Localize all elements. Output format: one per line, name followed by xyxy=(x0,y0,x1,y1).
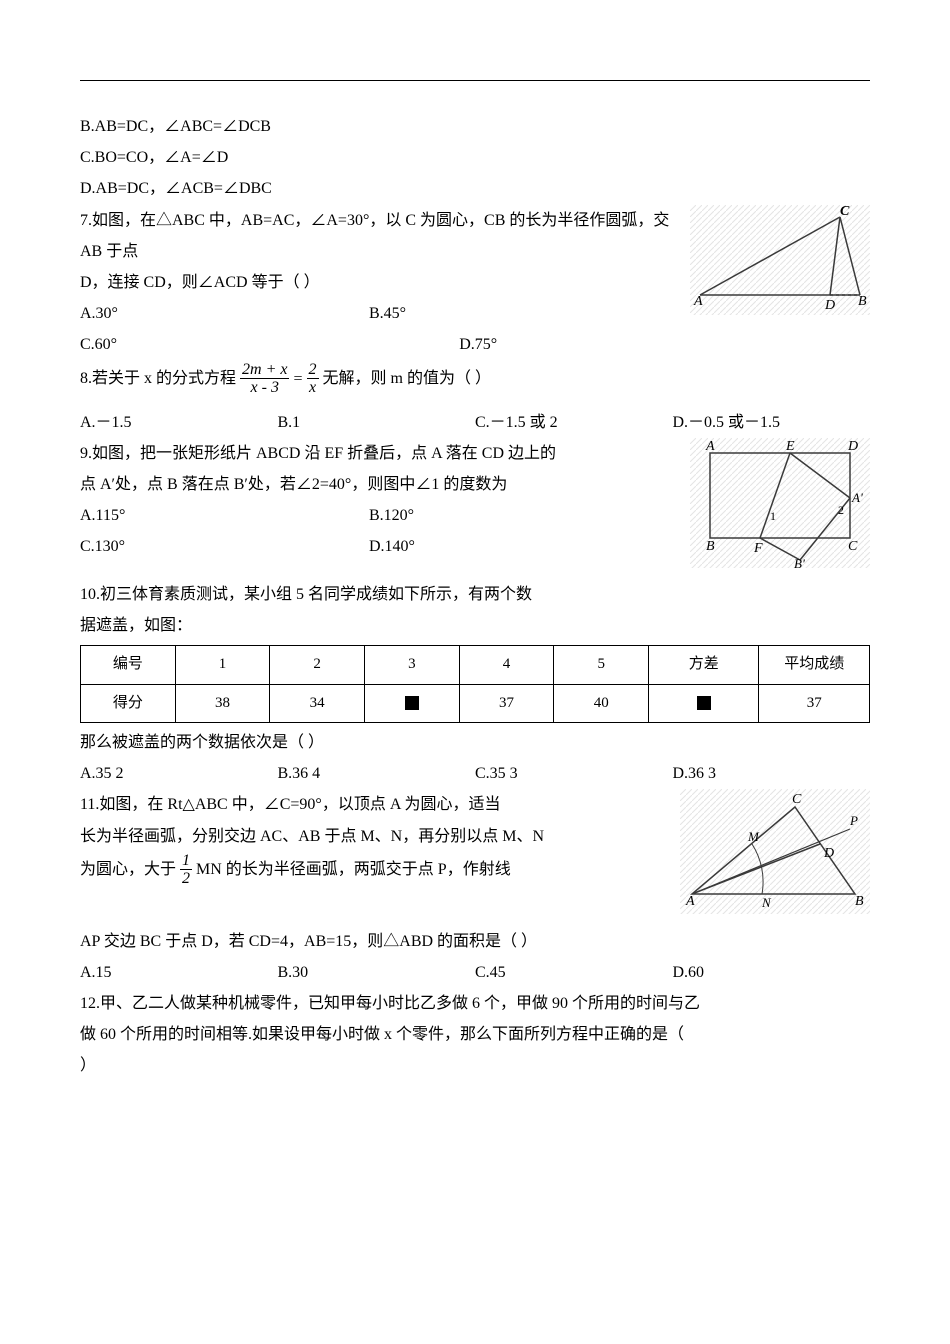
td-6 xyxy=(649,684,759,722)
q7-option-a: A.30° xyxy=(80,298,369,329)
svg-text:B: B xyxy=(858,294,867,309)
q10-table: 编号 1 2 3 4 5 方差 平均成绩 得分 38 34 37 40 37 xyxy=(80,645,870,723)
q11-option-b: B.30 xyxy=(278,957,476,988)
q8-option-d: D.－0.5 或－1.5 xyxy=(673,407,871,438)
td-4: 37 xyxy=(459,684,554,722)
q10-option-b: B.36 4 xyxy=(278,758,476,789)
svg-text:B': B' xyxy=(794,556,805,568)
q10-option-c: C.35 3 xyxy=(475,758,673,789)
td-3 xyxy=(365,684,460,722)
q10-text-3: 那么被遮盖的两个数据依次是（ ） xyxy=(80,727,870,758)
svg-text:A: A xyxy=(705,439,715,454)
q12-text-3: ） xyxy=(80,1050,870,1081)
td-1: 38 xyxy=(175,684,270,722)
q9-figure: A E D B F C A' B' 1 2 xyxy=(690,438,870,579)
svg-text:F: F xyxy=(753,541,763,556)
q10-text-2: 据遮盖，如图： xyxy=(80,610,870,641)
svg-text:M: M xyxy=(747,829,760,844)
top-rule xyxy=(80,80,870,81)
hidden-box-icon xyxy=(697,696,711,710)
q8-text-b: 无解，则 m 的值为（ ） xyxy=(323,369,491,386)
th-5: 5 xyxy=(554,646,649,684)
q11-option-a: A.15 xyxy=(80,957,278,988)
q11-text-4: AP 交边 BC 于点 D，若 CD=4，AB=15，则△ABD 的面积是（ ） xyxy=(80,926,870,957)
svg-text:A: A xyxy=(685,894,695,909)
th-4: 4 xyxy=(459,646,554,684)
svg-text:2: 2 xyxy=(838,503,844,517)
q11-frac: 1 2 xyxy=(180,852,192,888)
q8-frac-1: 2m + x x - 3 xyxy=(240,361,289,397)
q11-option-c: C.45 xyxy=(475,957,673,988)
q8-text-a: 8.若关于 x 的分式方程 xyxy=(80,369,240,386)
svg-text:1: 1 xyxy=(770,509,776,523)
th-1: 1 xyxy=(175,646,270,684)
q7-option-d: D.75° xyxy=(459,329,838,360)
td-2: 34 xyxy=(270,684,365,722)
svg-text:D: D xyxy=(824,298,835,313)
q7-option-c: C.60° xyxy=(80,329,459,360)
q9-option-b: B.120° xyxy=(369,500,658,531)
q12-text-1: 12.甲、乙二人做某种机械零件，已知甲每小时比乙多做 6 个，甲做 90 个所用… xyxy=(80,988,870,1019)
th-var: 方差 xyxy=(649,646,759,684)
q6-option-b: B.AB=DC，∠ABC=∠DCB xyxy=(80,111,870,142)
q6-option-c: C.BO=CO，∠A=∠D xyxy=(80,142,870,173)
q8-option-c: C.－1.5 或 2 xyxy=(475,407,673,438)
svg-text:C: C xyxy=(848,539,858,554)
q11-text-3a: 为圆心，大于 xyxy=(80,860,180,877)
q9-option-d: D.140° xyxy=(369,531,658,562)
svg-text:A: A xyxy=(693,294,703,309)
svg-text:E: E xyxy=(785,439,795,454)
th-avg: 平均成绩 xyxy=(759,646,870,684)
td-5: 40 xyxy=(554,684,649,722)
td-label: 得分 xyxy=(81,684,176,722)
svg-text:C: C xyxy=(840,205,850,219)
q10-option-a: A.35 2 xyxy=(80,758,278,789)
q7-figure: A B C D xyxy=(690,205,870,326)
q11-option-d: D.60 xyxy=(673,957,871,988)
th-2: 2 xyxy=(270,646,365,684)
q9-option-a: A.115° xyxy=(80,500,369,531)
q10-option-d: D.36 3 xyxy=(673,758,871,789)
q8-option-b: B.1 xyxy=(278,407,476,438)
q7-option-b: B.45° xyxy=(369,298,658,329)
th-id: 编号 xyxy=(81,646,176,684)
svg-text:B: B xyxy=(706,539,715,554)
svg-text:D: D xyxy=(847,439,858,454)
svg-text:P: P xyxy=(849,813,858,828)
q8-frac-2: 2 x xyxy=(307,361,319,397)
q6-option-d: D.AB=DC，∠ACB=∠DBC xyxy=(80,173,870,204)
td-7: 37 xyxy=(759,684,870,722)
q11-text-3b: MN 的长为半径画弧，两弧交于点 P，作射线 xyxy=(196,860,511,877)
q8-eq: = xyxy=(293,370,302,387)
hidden-box-icon xyxy=(405,696,419,710)
q8-option-a: A.－1.5 xyxy=(80,407,278,438)
svg-text:N: N xyxy=(761,895,772,910)
q12-text-2: 做 60 个所用的时间相等.如果设甲每小时做 x 个零件，那么下面所列方程中正确… xyxy=(80,1019,870,1050)
svg-text:A': A' xyxy=(851,490,863,505)
q11-figure: A B C D M N P xyxy=(680,789,870,925)
svg-text:D: D xyxy=(823,846,834,861)
svg-text:B: B xyxy=(855,894,864,909)
q8-text: 8.若关于 x 的分式方程 2m + x x - 3 = 2 x 无解，则 m … xyxy=(80,361,870,397)
q9-option-c: C.130° xyxy=(80,531,369,562)
th-3: 3 xyxy=(365,646,460,684)
q10-text-1: 10.初三体育素质测试，某小组 5 名同学成绩如下所示，有两个数 xyxy=(80,579,870,610)
svg-text:C: C xyxy=(792,792,802,807)
